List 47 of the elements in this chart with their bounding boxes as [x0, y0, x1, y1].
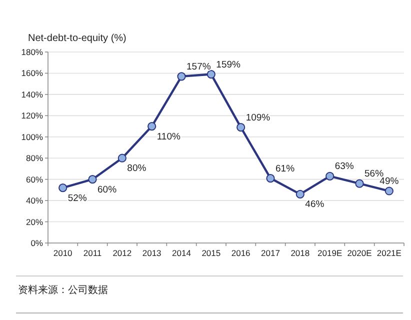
point: [58, 184, 68, 192]
point: [296, 190, 304, 198]
y-tick-label: 60%: [26, 174, 44, 184]
data-label: 61%: [276, 163, 296, 174]
point: [355, 179, 364, 188]
data-label: 63%: [334, 161, 354, 172]
x-tick-label: 2013: [142, 248, 162, 258]
y-tick-label: 180%: [21, 47, 44, 57]
x-tick-label: 2020E: [347, 248, 372, 258]
x-tick-label: 2019E: [318, 248, 342, 258]
y-tick-label: 80%: [26, 153, 44, 164]
x-tick-label: 2015: [202, 248, 221, 258]
x-tick-label: 2018: [290, 248, 310, 258]
y-tick-label: 20%: [26, 216, 44, 227]
data-label: 46%: [305, 199, 325, 210]
x-tick-label: 2016: [231, 248, 251, 258]
point: [88, 175, 97, 184]
point: [177, 72, 186, 81]
x-tick-label: 2011: [83, 248, 102, 258]
point: [266, 174, 275, 183]
text: 资料来源：公司数据: [18, 284, 108, 296]
data-label: 110%: [156, 131, 181, 142]
data-label: 109%: [246, 112, 271, 124]
x-tick-label: 2010: [53, 248, 73, 258]
x-tick-label: 2014: [172, 248, 192, 258]
y-tick-label: 140%: [21, 89, 44, 100]
data-label: 157%: [186, 61, 212, 72]
x-tick-label: 2017: [261, 248, 280, 258]
point: [206, 70, 216, 79]
point: [384, 186, 394, 196]
data-label: 159%: [216, 59, 242, 70]
data-label: 60%: [98, 184, 118, 196]
y-tick-label: 120%: [21, 110, 44, 121]
data-label: 80%: [127, 163, 147, 174]
data-label: 52%: [68, 192, 88, 204]
y-tick-label: 160%: [21, 68, 44, 78]
point: [326, 172, 334, 180]
y-tick-label: 100%: [21, 132, 44, 142]
y-tick-label: 40%: [26, 196, 44, 206]
point: [236, 123, 246, 132]
y-tick-label: 0%: [30, 238, 44, 248]
point: [118, 154, 126, 162]
point: [148, 122, 156, 131]
x-tick-label: 2012: [112, 248, 132, 258]
y-axis-title: Net-debt-to-equity (%): [28, 33, 126, 44]
data-label: 49%: [380, 176, 400, 188]
x-tick-label: 2021E: [376, 248, 402, 258]
